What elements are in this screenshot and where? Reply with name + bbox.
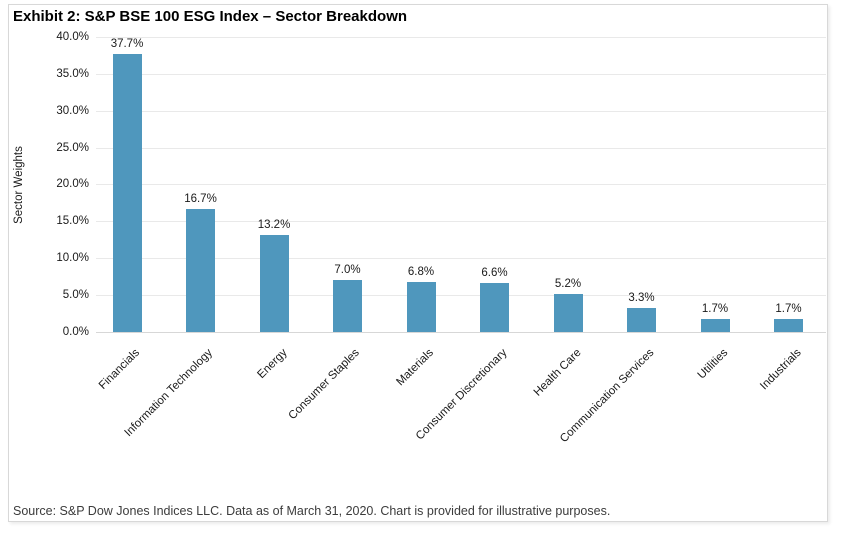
gridline (96, 74, 826, 75)
gridline (96, 111, 826, 112)
x-axis-label: Consumer Staples (286, 346, 363, 423)
gridline (96, 37, 826, 38)
gridline (96, 258, 826, 259)
bar-value-label: 13.2% (257, 219, 291, 231)
x-axis-label: Health Care (531, 346, 584, 399)
bar (260, 235, 289, 332)
gridline (96, 148, 826, 149)
bar-value-label: 5.2% (554, 278, 582, 290)
x-axis-label: Information Technology (122, 346, 216, 440)
bar (407, 282, 436, 332)
y-axis-tick-label: 0.0% (62, 326, 89, 338)
x-axis-label: Energy (254, 346, 290, 382)
y-axis-tick-label: 20.0% (56, 178, 89, 190)
bar-value-label: 7.0% (334, 264, 361, 276)
bar-value-label: 3.3% (628, 292, 655, 304)
bar-value-label: 1.7% (775, 303, 802, 315)
x-axis-label: Industrials (757, 346, 804, 393)
y-axis-tick-label: 5.0% (62, 289, 89, 301)
bar-value-label: 1.7% (701, 303, 729, 315)
source-note: Source: S&P Dow Jones Indices LLC. Data … (13, 504, 611, 518)
bar (113, 54, 142, 332)
bar (186, 209, 215, 332)
bar (701, 319, 730, 332)
y-axis-tick-label: 35.0% (56, 68, 89, 80)
chart-title: Exhibit 2: S&P BSE 100 ESG Index – Secto… (13, 8, 408, 25)
x-axis-line (96, 332, 826, 333)
x-axis-labels: Financials Information Technology Energy Co… (96, 335, 826, 490)
y-axis-tick-label: 25.0% (56, 142, 89, 154)
bar (627, 308, 656, 332)
plot-area: 37.7% 16.7% 13.2% 7.0% 6.8% 6.6% 5.2% 3.3% 1.7% 1… (96, 37, 826, 333)
y-axis-tick-label: 30.0% (56, 105, 89, 117)
y-axis-tick-label: 40.0% (56, 31, 89, 43)
bar (333, 280, 362, 332)
bar-value-label: 16.7% (184, 193, 217, 205)
bar-value-label: 37.7% (110, 38, 144, 50)
gridline (96, 295, 826, 296)
bar (774, 319, 803, 332)
x-axis-label: Financials (97, 346, 143, 392)
bar-value-label: 6.8% (407, 266, 435, 278)
gridline (96, 184, 826, 185)
gridline (96, 221, 826, 222)
x-axis-label: Utilities (695, 346, 731, 382)
y-axis-tick-label: 10.0% (56, 252, 89, 264)
y-axis-title: Sector Weights (13, 146, 25, 224)
bar (554, 294, 583, 332)
bar-value-label: 6.6% (481, 267, 508, 279)
x-axis-label: Materials (394, 346, 437, 389)
bar (480, 283, 509, 332)
exhibit-frame: Exhibit 2: S&P BSE 100 ESG Index – Secto… (8, 4, 828, 522)
y-axis-tick-label: 15.0% (56, 215, 89, 227)
